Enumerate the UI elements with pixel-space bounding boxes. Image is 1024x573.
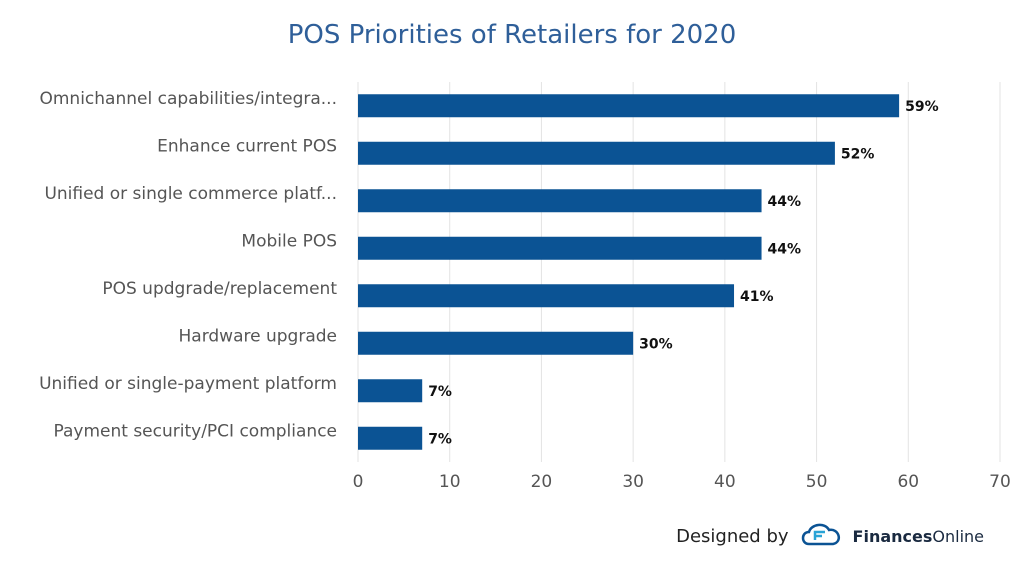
brand-name: FinancesOnline [853, 527, 984, 546]
x-tick-label: 60 [897, 472, 919, 492]
brand-bold: Finances [852, 526, 933, 546]
bar [358, 236, 762, 260]
x-tick-label: 70 [989, 472, 1011, 492]
x-tick-label: 10 [439, 472, 461, 492]
value-labels: 59% 52% 44% 44% 41% 30% 7% 7% [428, 99, 938, 448]
x-tick-label: 40 [714, 472, 736, 492]
x-tick-label: 20 [531, 472, 553, 492]
bar [358, 426, 423, 450]
data-label: 30% [639, 336, 673, 352]
data-label: 52% [841, 146, 875, 162]
bar [358, 284, 735, 308]
data-label: 41% [740, 289, 774, 305]
x-tick-label: 50 [806, 472, 828, 492]
bars [358, 94, 900, 450]
financesonline-logo-icon [799, 520, 843, 552]
x-axis-ticks: 0 10 20 30 40 50 60 70 [353, 472, 1011, 492]
data-label: 44% [768, 194, 802, 210]
footer: Designed by FinancesOnline [676, 520, 984, 552]
bar [358, 141, 835, 165]
category-labels: Omnichannel capabilities/integra... Enhan… [39, 89, 337, 442]
category-label: Mobile POS [241, 231, 337, 251]
x-tick-label: 30 [622, 472, 644, 492]
bar [358, 94, 900, 118]
brand-regular: Online [932, 526, 984, 546]
category-label: Payment security/PCI compliance [53, 421, 337, 441]
data-label: 44% [768, 241, 802, 257]
x-tick-label: 0 [353, 472, 364, 492]
category-label: Enhance current POS [157, 136, 337, 156]
category-label: Hardware upgrade [179, 326, 338, 346]
category-label: Omnichannel capabilities/integra... [39, 89, 337, 109]
bar [358, 379, 423, 403]
chart-title: POS Priorities of Retailers for 2020 [287, 20, 737, 50]
category-label: POS updgrade/replacement [102, 279, 337, 299]
gridlines [357, 82, 1001, 462]
data-label: 7% [428, 431, 452, 447]
category-label: Unified or single-payment platform [39, 374, 337, 394]
bar [358, 189, 762, 213]
data-label: 7% [428, 384, 452, 400]
category-label: Unified or single commerce platf... [44, 184, 337, 204]
data-label: 59% [905, 99, 939, 115]
bar [358, 331, 634, 355]
designed-by-text: Designed by [676, 525, 789, 547]
